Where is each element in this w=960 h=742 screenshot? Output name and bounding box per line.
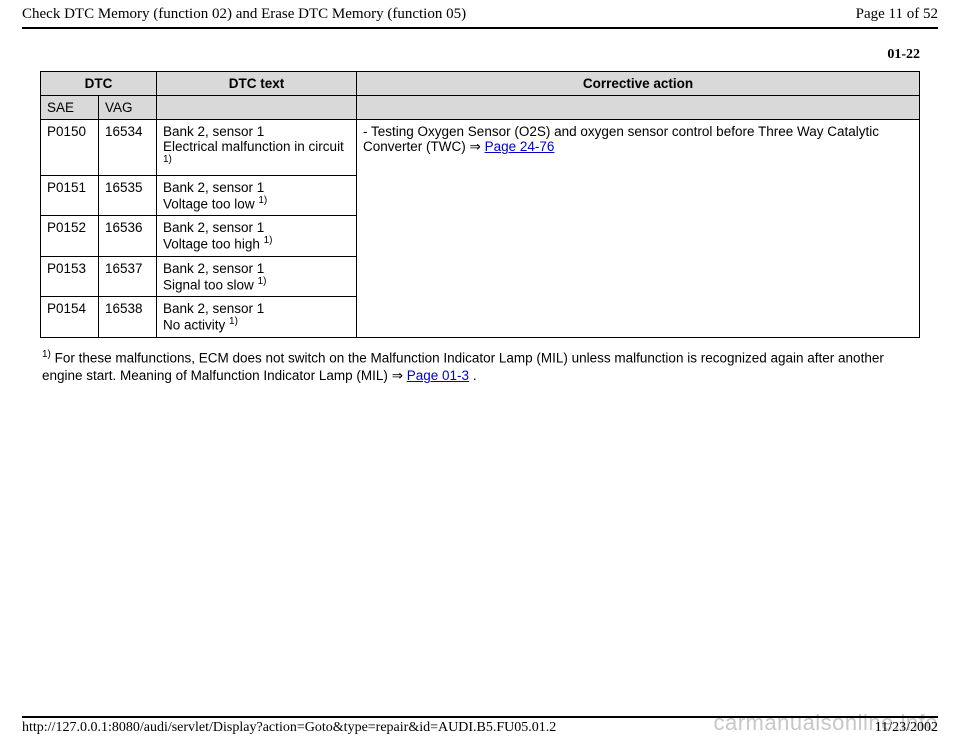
cell-sae: P0150 xyxy=(41,120,99,176)
cell-sae: P0154 xyxy=(41,297,99,338)
cell-vag: 16536 xyxy=(99,216,157,257)
cell-text: Bank 2, sensor 1 No activity 1) xyxy=(157,297,357,338)
footer-rule xyxy=(22,716,938,718)
subhead-sae: SAE xyxy=(41,96,99,120)
cell-vag: 16537 xyxy=(99,256,157,297)
col-dtc-text: DTC text xyxy=(157,72,357,96)
footnote: 1) For these malfunctions, ECM does not … xyxy=(40,338,920,386)
page-link-01-3[interactable]: Page 01-3 xyxy=(407,368,469,383)
footer-date: 11/23/2002 xyxy=(875,720,938,736)
page-link-24-76[interactable]: Page 24-76 xyxy=(485,139,555,154)
cell-vag: 16538 xyxy=(99,297,157,338)
subhead-vag: VAG xyxy=(99,96,157,120)
footer-url: http://127.0.0.1:8080/audi/servlet/Displ… xyxy=(22,720,556,736)
cell-sae: P0152 xyxy=(41,216,99,257)
page-indicator: Page 11 of 52 xyxy=(856,6,938,23)
cell-vag: 16534 xyxy=(99,120,157,176)
col-corrective: Corrective action xyxy=(357,72,920,96)
cell-text: Bank 2, sensor 1 Signal too slow 1) xyxy=(157,256,357,297)
section-number: 01-22 xyxy=(0,29,960,71)
table-row: P0150 16534 Bank 2, sensor 1 Electrical … xyxy=(41,120,920,176)
subhead-empty-text xyxy=(157,96,357,120)
cell-corrective: - Testing Oxygen Sensor (O2S) and oxygen… xyxy=(357,120,920,338)
cell-sae: P0153 xyxy=(41,256,99,297)
page-title: Check DTC Memory (function 02) and Erase… xyxy=(22,6,466,23)
table-subheader: SAE VAG xyxy=(41,96,920,120)
arrow-icon: ⇒ xyxy=(470,139,481,154)
cell-vag: 16535 xyxy=(99,175,157,216)
cell-text: Bank 2, sensor 1 Electrical malfunction … xyxy=(157,120,357,176)
cell-text: Bank 2, sensor 1 Voltage too high 1) xyxy=(157,216,357,257)
arrow-icon: ⇒ xyxy=(392,368,403,383)
cell-text: Bank 2, sensor 1 Voltage too low 1) xyxy=(157,175,357,216)
col-dtc: DTC xyxy=(41,72,157,96)
subhead-empty-corr xyxy=(357,96,920,120)
cell-sae: P0151 xyxy=(41,175,99,216)
dtc-table: DTC DTC text Corrective action SAE VAG P… xyxy=(40,71,920,338)
